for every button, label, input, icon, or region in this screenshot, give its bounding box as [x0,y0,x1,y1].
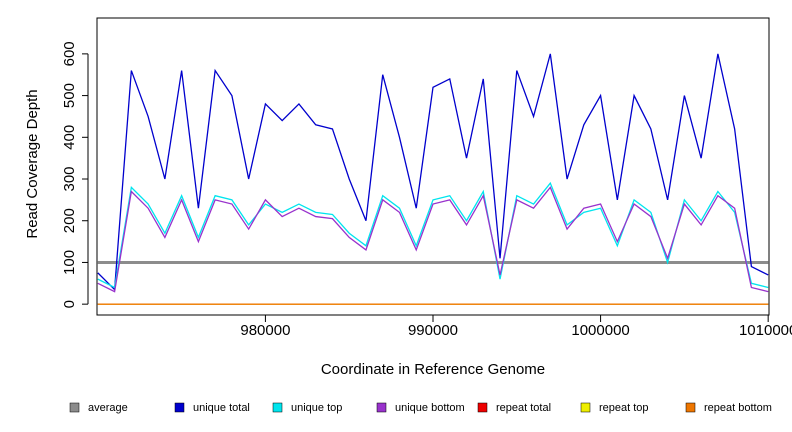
y-tick-label: 500 [61,83,78,108]
y-tick-label: 0 [61,300,78,308]
y-tick-label: 300 [61,166,78,191]
x-tick-label: 1000000 [571,322,629,339]
legend-swatch [580,402,591,413]
legend-swatch [272,402,283,413]
y-tick-label: 600 [61,41,78,66]
legend-label: repeat top [599,402,649,414]
series-line [97,53,769,292]
plot-frame [96,17,770,316]
legend-swatch [477,402,488,413]
y-tick-label: 100 [61,250,78,275]
legend-swatch [69,402,80,413]
y-tick-label: 400 [61,125,78,150]
x-tick-label: 980000 [240,322,290,339]
legend-label: unique total [193,402,250,414]
x-tick-label: 1010000 [739,322,792,339]
series-line [97,186,769,293]
legend-label: repeat total [496,402,551,414]
y-axis-title: Read Coverage Depth [24,89,41,238]
legend-label: unique top [291,402,342,414]
legend-swatch [685,402,696,413]
legend-label: average [88,402,128,414]
y-tick-label: 200 [61,208,78,233]
legend-swatch [376,402,387,413]
x-axis-title: Coordinate in Reference Genome [321,361,545,378]
legend-label: unique bottom [395,402,465,414]
x-tick-label: 990000 [408,322,458,339]
legend-swatch [174,402,185,413]
legend-label: repeat bottom [704,402,772,414]
